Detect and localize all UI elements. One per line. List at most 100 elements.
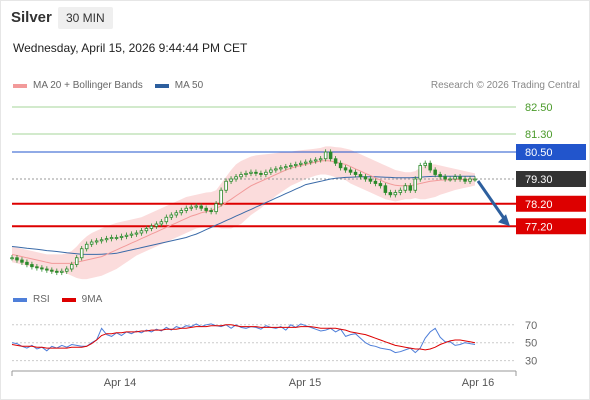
level-label-81.30: 81.30	[525, 129, 553, 141]
candle-body	[418, 165, 422, 180]
ma20-line	[11, 160, 475, 264]
candle-body	[10, 257, 14, 260]
candle-body	[398, 189, 403, 193]
candle-body	[214, 203, 218, 213]
candle-body	[338, 162, 343, 169]
candle-body	[25, 261, 29, 265]
rsi-line	[11, 323, 476, 354]
candle-body	[199, 205, 203, 209]
candle-body	[134, 232, 139, 235]
rsi-level-label-30: 30	[525, 356, 537, 368]
ma50-line	[11, 175, 475, 255]
candle-body	[308, 160, 313, 163]
timeframe-selector[interactable]: 30 MIN	[58, 7, 113, 29]
candle-body	[468, 178, 472, 182]
candle-body	[35, 266, 39, 269]
legend-ma20-label: MA 20 + Bollinger Bands	[33, 80, 143, 91]
candle-body	[438, 174, 442, 178]
candle-body	[458, 176, 462, 180]
candle-body	[363, 176, 368, 180]
candle-body	[279, 167, 283, 170]
candle-body	[313, 159, 318, 162]
candle-body	[403, 185, 408, 191]
candle-body	[30, 264, 34, 268]
candle-body	[149, 225, 154, 229]
legend-ma50: MA 50	[154, 80, 203, 91]
candle-body	[448, 178, 452, 181]
candle-body	[139, 230, 144, 234]
candle-body	[20, 259, 24, 263]
candle-body	[55, 270, 59, 273]
candle-body	[169, 214, 174, 218]
candle-body	[234, 176, 238, 180]
level-label-77.20: 77.20	[525, 221, 553, 233]
chart-datetime: Wednesday, April 15, 2026 9:44:44 PM CET	[13, 41, 248, 55]
candle-body	[343, 167, 348, 171]
candle-body	[99, 239, 104, 242]
candle-body	[244, 172, 248, 175]
candle-body	[383, 185, 388, 193]
level-label-79.30: 79.30	[525, 174, 553, 186]
candle-body	[179, 210, 184, 214]
legend-rsi: RSI	[13, 294, 50, 305]
candle-body	[69, 264, 74, 270]
candle-body	[249, 171, 253, 174]
x-tick-label: Apr 14	[104, 377, 136, 389]
candle-body	[40, 267, 44, 270]
candle-body	[353, 171, 358, 175]
candle-body	[239, 174, 243, 178]
candle-body	[79, 248, 84, 259]
candle-body	[164, 216, 169, 223]
candle-body	[129, 233, 134, 236]
level-tag-77.20	[516, 218, 586, 235]
research-credit: Research © 2026 Trading Central	[430, 80, 580, 91]
rsi-ma-swatch	[61, 297, 76, 302]
candle-body	[94, 240, 99, 243]
candle-body	[124, 234, 129, 237]
level-tag-79.30	[516, 171, 586, 187]
rsi-ma-line	[11, 324, 476, 351]
candle-body	[84, 243, 89, 250]
candle-body	[333, 158, 338, 164]
candle-body	[60, 270, 64, 273]
candle-body	[50, 269, 54, 272]
candle-body	[294, 163, 298, 166]
candle-body	[254, 171, 258, 174]
candle-body	[423, 162, 427, 166]
candle-body	[104, 238, 109, 241]
candle-body	[323, 151, 328, 160]
legend-ma20-bb: MA 20 + Bollinger Bands	[13, 80, 143, 91]
candle-body	[388, 192, 393, 196]
candle-body	[408, 185, 413, 191]
candle-body	[65, 268, 69, 272]
candle-body	[289, 165, 293, 168]
candle-body	[45, 268, 49, 271]
candle-body	[159, 221, 164, 225]
candle-body	[15, 257, 19, 261]
candle-body	[184, 207, 189, 211]
candle-body	[89, 241, 94, 245]
candle-body	[194, 205, 198, 208]
candle-body	[74, 257, 79, 265]
candle-body	[274, 168, 278, 171]
candle-body	[259, 172, 263, 175]
candle-body	[328, 151, 333, 160]
level-label-78.20: 78.20	[525, 199, 553, 211]
candle-body	[264, 171, 268, 175]
candle-body	[303, 161, 308, 164]
candle-body	[378, 183, 383, 187]
rsi-level-label-50: 50	[525, 338, 537, 350]
candle-body	[368, 178, 373, 182]
candle-body	[119, 235, 124, 238]
chart-header: Silver 30 MIN	[0, 0, 590, 36]
candle-body	[229, 178, 233, 182]
candle-body	[204, 207, 208, 211]
candle-body	[433, 169, 437, 175]
projection-arrow-shaft	[476, 180, 508, 223]
price-legend: MA 20 + Bollinger Bands MA 50	[13, 80, 215, 91]
candle-body	[298, 162, 303, 165]
projection-arrow-head	[498, 214, 510, 227]
legend-rsi-ma: 9MA	[61, 294, 102, 305]
rsi-swatch	[13, 297, 27, 302]
ma20-swatch	[13, 83, 27, 88]
